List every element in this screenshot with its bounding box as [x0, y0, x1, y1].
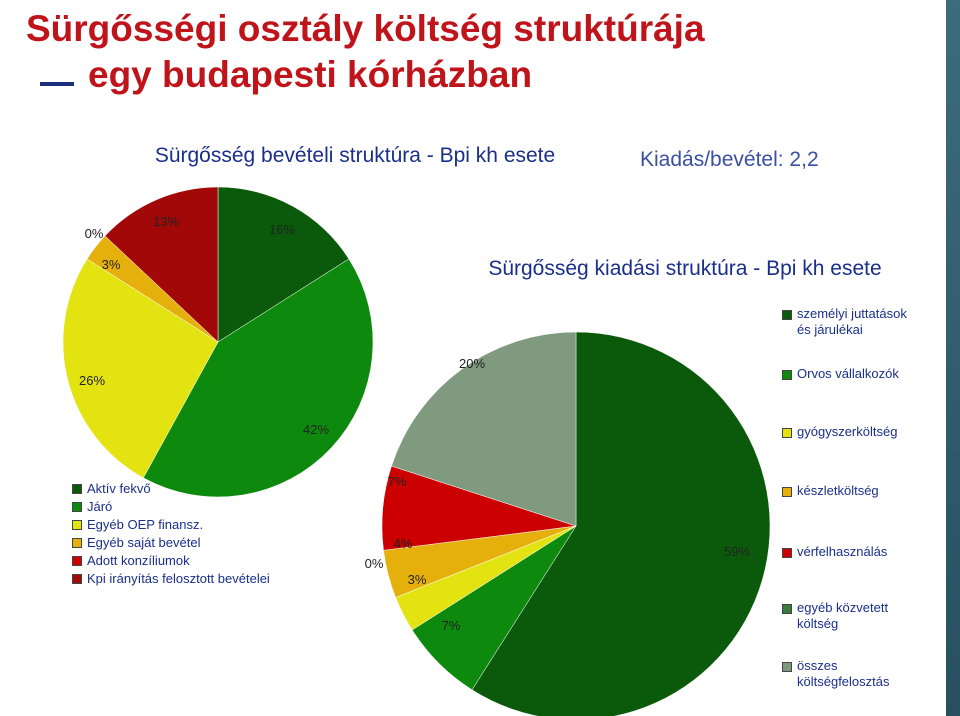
- income-legend-item-3: Egyéb OEP finansz.: [72, 516, 270, 534]
- expense-legend-item-4: készletköltség: [782, 483, 922, 499]
- title-line-2: egy budapesti kórházban: [88, 54, 533, 95]
- pie-value-labels: 16% 42% 26% 3% 0% 13% 59% 7% 3% 4% 7% 0% 20%: [79, 214, 750, 633]
- income-legend-label-5: Adott konzíliumok: [87, 553, 190, 568]
- expense-legend-label-1: személyi juttatások és járulékai: [797, 306, 907, 337]
- expense-legend-swatch-5: [782, 548, 792, 558]
- expense-legend-label-7: összes költségfelosztás: [797, 658, 890, 689]
- income-legend-item-1: Aktív fekvő: [72, 480, 270, 498]
- expense-legend-label-2: Orvos vállalkozók: [797, 366, 899, 381]
- expense-legend-swatch-2: [782, 370, 792, 380]
- expense-legend-swatch-4: [782, 487, 792, 497]
- expense-legend-item-1: személyi juttatások és járulékai: [782, 306, 922, 338]
- expense-legend-swatch-6: [782, 604, 792, 614]
- income-value-label-3: 26%: [79, 373, 105, 388]
- income-legend-label-1: Aktív fekvő: [87, 481, 151, 496]
- income-value-label-2: 42%: [303, 422, 329, 437]
- income-slice-2: [142, 258, 374, 498]
- slide-title: Sürgősségi osztály költség struktúrája e…: [26, 6, 705, 98]
- expense-value-label-4: 4%: [394, 536, 413, 551]
- expense-slice-1: [471, 331, 771, 716]
- expense-legend-swatch-7: [782, 662, 792, 672]
- expense-value-label-2: 7%: [442, 618, 461, 633]
- income-chart-title: Sürgősség bevételi struktúra - Bpi kh es…: [154, 144, 556, 167]
- expense-legend-item-2: Orvos vállalkozók: [782, 366, 922, 382]
- income-legend-swatch-1: [72, 484, 82, 494]
- income-legend-label-2: Járó: [87, 499, 113, 514]
- expense-legend-swatch-3: [782, 428, 792, 438]
- income-legend-item-6: Kpi irányítás felosztott bevételei: [72, 570, 270, 588]
- income-legend-label-4: Egyéb saját bevétel: [87, 535, 201, 550]
- expense-value-label-3: 3%: [408, 572, 427, 587]
- expense-legend-label-4: készletköltség: [797, 483, 879, 498]
- income-legend-label-6: Kpi irányítás felosztott bevételei: [87, 571, 270, 586]
- income-legend-swatch-4: [72, 538, 82, 548]
- income-value-label-5: 0%: [85, 226, 104, 241]
- expense-slice-7: [391, 331, 577, 527]
- ratio-text: Kiadás/bevétel: 2,2: [640, 148, 819, 171]
- expense-legend-label-6: egyéb közvetett költség: [797, 600, 889, 631]
- income-legend-swatch-6: [72, 574, 82, 584]
- expense-legend-swatch-1: [782, 310, 792, 320]
- expense-legend-item-7: összes költségfelosztás: [782, 658, 922, 690]
- expense-legend-item-3: gyógyszerköltség: [782, 424, 922, 440]
- income-legend-label-3: Egyéb OEP finansz.: [87, 517, 204, 532]
- income-value-label-6: 13%: [153, 214, 179, 229]
- income-legend-swatch-2: [72, 502, 82, 512]
- income-legend-item-2: Járó: [72, 498, 270, 516]
- income-legend-swatch-3: [72, 520, 82, 530]
- expense-legend-label-5: vérfelhasználás: [797, 544, 888, 559]
- title-line-1: Sürgősségi osztály költség struktúrája: [26, 8, 705, 49]
- income-slice-6: [104, 186, 219, 343]
- expense-legend-item-5: vérfelhasználás: [782, 544, 922, 560]
- expense-value-label-6: 0%: [365, 556, 384, 571]
- income-legend-swatch-5: [72, 556, 82, 566]
- income-pie: [62, 186, 374, 498]
- expense-pie: [381, 331, 771, 716]
- title-line-2-wrap: egy budapesti kórházban: [26, 52, 705, 98]
- expense-value-label-1: 59%: [724, 544, 750, 559]
- expense-legend-label-3: gyógyszerköltség: [797, 424, 898, 439]
- income-legend-item-4: Egyéb saját bevétel: [72, 534, 270, 552]
- income-slice-1: [217, 186, 350, 343]
- expense-value-label-5: 7%: [388, 474, 407, 489]
- expense-value-label-7: 20%: [459, 356, 485, 371]
- income-legend-item-5: Adott konzíliumok: [72, 552, 270, 570]
- income-slice-3: [62, 258, 219, 479]
- income-value-label-1: 16%: [269, 222, 295, 237]
- expense-chart-title: Sürgősség kiadási struktúra - Bpi kh ese…: [488, 257, 882, 280]
- decorative-edge: [946, 0, 960, 716]
- income-value-label-4: 3%: [102, 257, 121, 272]
- income-legend: Aktív fekvő Járó Egyéb OEP finansz. Egyéb s…: [72, 480, 270, 588]
- expense-legend-item-6: egyéb közvetett költség: [782, 600, 922, 632]
